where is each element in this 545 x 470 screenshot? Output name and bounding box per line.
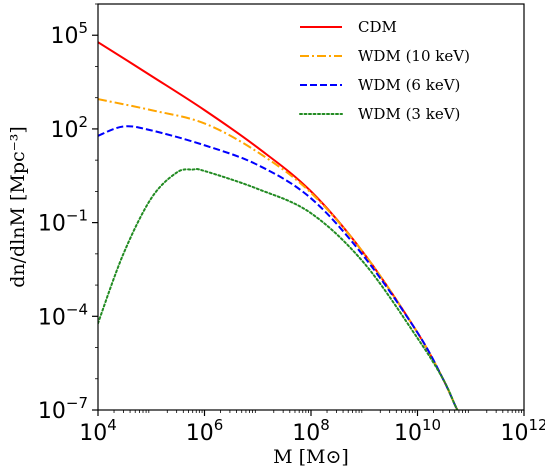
- x-tick-label: 108: [292, 416, 330, 446]
- ticks-layer: 104 106 108 1010 1012 10−7 10−4 10−1 102 105: [38, 3, 545, 446]
- y-axis-title: dn/dlnM [Mpc⁻³]: [7, 126, 29, 288]
- legend: CDM WDM (10 keV) WDM (6 keV) WDM (3 keV): [299, 18, 470, 123]
- series-layer: [98, 41, 459, 410]
- x-tick-label: 106: [186, 416, 224, 446]
- x-tick-label: 1010: [394, 416, 441, 446]
- axes-frame: [97, 3, 525, 411]
- series-line-1: [98, 98, 459, 410]
- legend-label-1: WDM (10 keV): [358, 47, 470, 65]
- x-axis-title: M [M⊙]: [273, 446, 349, 468]
- y-tick-label: 10−7: [38, 394, 88, 424]
- series-line-3: [98, 167, 459, 410]
- y-tick-label: 102: [50, 113, 88, 143]
- legend-label-0: CDM: [358, 18, 397, 36]
- legend-label-3: WDM (3 keV): [358, 105, 460, 123]
- y-tick-label: 10−1: [38, 207, 88, 237]
- y-tick-label: 105: [50, 19, 88, 49]
- series-line-0: [98, 41, 459, 410]
- series-line-2: [98, 125, 459, 410]
- x-tick-label: 1012: [500, 416, 545, 446]
- x-tick-label: 104: [79, 416, 117, 446]
- y-tick-label: 10−4: [38, 300, 88, 330]
- legend-label-2: WDM (6 keV): [358, 76, 460, 94]
